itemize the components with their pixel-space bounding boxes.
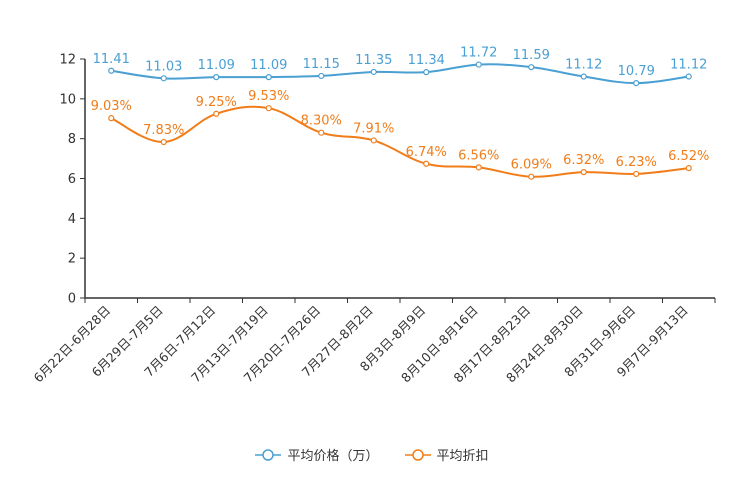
data-label: 9.25% bbox=[196, 95, 237, 110]
data-point bbox=[160, 75, 167, 82]
data-label: 11.09 bbox=[250, 58, 287, 73]
data-label: 7.91% bbox=[353, 121, 394, 136]
data-point bbox=[265, 105, 272, 112]
data-label: 11.12 bbox=[565, 58, 602, 73]
data-label: 9.53% bbox=[248, 89, 289, 104]
data-label: 11.15 bbox=[303, 57, 340, 72]
data-label: 11.72 bbox=[460, 46, 497, 61]
data-point bbox=[108, 115, 115, 122]
legend: 平均价格（万） 平均折扣 bbox=[0, 445, 744, 464]
data-point bbox=[160, 138, 167, 146]
data-point bbox=[633, 79, 640, 87]
y-tick-label: 6 bbox=[68, 172, 76, 187]
y-tick-label: 12 bbox=[59, 53, 76, 68]
legend-line-circle-icon bbox=[404, 448, 431, 461]
data-point bbox=[475, 61, 482, 68]
data-point bbox=[633, 170, 640, 178]
data-label: 6.52% bbox=[668, 149, 709, 164]
data-label: 11.35 bbox=[355, 53, 392, 68]
data-point bbox=[423, 160, 430, 167]
legend-item-price[interactable]: 平均价格（万） bbox=[255, 445, 379, 464]
y-tick-label: 8 bbox=[68, 132, 76, 147]
data-label: 8.30% bbox=[301, 114, 342, 129]
data-label: 7.83% bbox=[143, 123, 184, 138]
data-label: 10.79 bbox=[618, 64, 655, 79]
series-line-0 bbox=[111, 63, 689, 85]
data-point bbox=[213, 110, 220, 117]
data-label: 6.74% bbox=[406, 145, 447, 160]
y-tick-label: 0 bbox=[68, 292, 76, 307]
data-label: 6.23% bbox=[616, 155, 657, 170]
data-label: 11.09 bbox=[198, 58, 235, 73]
legend-line-circle-icon bbox=[255, 448, 282, 461]
legend-label-price: 平均价格（万） bbox=[287, 449, 379, 464]
data-label: 11.34 bbox=[408, 53, 445, 68]
data-label: 9.03% bbox=[91, 99, 132, 114]
data-point bbox=[370, 68, 377, 76]
data-label: 6.56% bbox=[458, 148, 499, 163]
data-label: 11.59 bbox=[513, 48, 550, 63]
data-point bbox=[213, 74, 220, 81]
y-tick-label: 2 bbox=[68, 252, 76, 267]
data-label: 11.03 bbox=[145, 59, 182, 74]
data-point bbox=[580, 169, 587, 176]
data-point bbox=[265, 74, 272, 81]
series-line-1 bbox=[110, 105, 689, 178]
data-point bbox=[318, 72, 325, 80]
data-point bbox=[108, 67, 115, 74]
data-point bbox=[685, 73, 692, 80]
legend-label-discount: 平均折扣 bbox=[436, 449, 489, 464]
data-point bbox=[528, 173, 535, 180]
data-label: 6.32% bbox=[563, 153, 604, 168]
data-point bbox=[685, 165, 692, 172]
data-label: 11.41 bbox=[93, 52, 130, 67]
legend-item-discount[interactable]: 平均折扣 bbox=[404, 445, 489, 464]
data-point bbox=[370, 137, 377, 144]
data-label: 6.09% bbox=[511, 158, 552, 173]
data-label: 11.12 bbox=[670, 58, 707, 73]
y-tick-label: 4 bbox=[68, 212, 76, 227]
data-point bbox=[475, 164, 482, 171]
data-point bbox=[528, 64, 535, 71]
data-point bbox=[580, 73, 587, 80]
data-point bbox=[423, 69, 430, 76]
y-tick-label: 10 bbox=[59, 92, 76, 107]
data-point bbox=[318, 129, 325, 136]
